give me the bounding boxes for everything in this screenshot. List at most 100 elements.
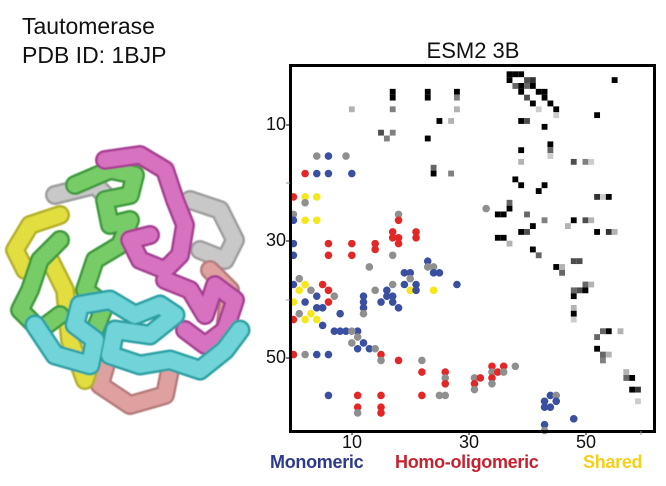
heatmap-cell <box>448 170 455 177</box>
heatmap-cell <box>535 106 542 113</box>
heatmap-cell <box>506 240 513 247</box>
contact-dot-monomeric <box>412 280 420 289</box>
contact-dot-shared <box>301 315 309 324</box>
contact-dot-monomeric <box>540 403 549 411</box>
contact-dot-monomeric <box>353 344 362 353</box>
heatmap-cell <box>547 100 554 107</box>
legend-monomeric: Monomeric <box>270 452 364 472</box>
heatmap-cell <box>570 217 577 224</box>
heatmap-cell <box>430 170 437 177</box>
contact-dot-monomeric <box>546 391 555 400</box>
heatmap-cell <box>518 147 525 154</box>
contact-dot-homo <box>418 368 426 376</box>
heatmap-cell <box>635 386 641 393</box>
contact-dot-homo <box>470 379 479 388</box>
heatmap-cell <box>600 357 606 364</box>
heatmap-cell <box>348 106 355 113</box>
contact-dot-monomeric <box>348 169 356 178</box>
contact-dot-monomeric <box>336 309 344 318</box>
heatmap-cell <box>383 135 390 142</box>
contact-dot-monomeric <box>435 269 444 277</box>
contact-dot-other <box>359 309 368 318</box>
contact-dot-shared <box>307 309 315 318</box>
contact-dot-monomeric <box>312 350 321 359</box>
contact-dot-other <box>423 263 432 271</box>
contact-dot-shared <box>312 315 321 324</box>
heatmap-cell <box>570 258 577 265</box>
contact-dot-homo <box>318 280 327 289</box>
contact-dot-monomeric <box>324 350 333 359</box>
contact-dot-homo <box>353 391 362 400</box>
contact-dot-other <box>371 344 379 353</box>
heatmap-cell <box>588 281 595 288</box>
x-tick-30: 30 <box>458 432 480 452</box>
contact-dot-other <box>342 152 350 160</box>
contact-dot-monomeric <box>359 292 368 300</box>
contact-dot-monomeric <box>301 298 309 306</box>
heatmap-cell <box>594 193 601 200</box>
heatmap-cell <box>506 205 513 212</box>
contact-dot-monomeric <box>546 403 555 411</box>
contact-dot-homo <box>324 286 333 295</box>
contact-dot-monomeric <box>318 321 327 330</box>
contact-dot-homo <box>301 169 309 178</box>
contact-dot-monomeric <box>423 257 432 265</box>
heatmap-cell <box>524 118 530 124</box>
x-tick-marks <box>351 431 642 435</box>
contact-dot-homo <box>494 368 502 376</box>
contact-dot-other <box>406 274 415 283</box>
heatmap-cell <box>553 106 560 113</box>
contact-dot-homo <box>394 216 403 225</box>
contact-dot-other <box>301 198 309 207</box>
contact-dot-monomeric <box>359 304 368 312</box>
heatmap-cell <box>524 211 530 218</box>
contact-dot-other <box>435 391 444 400</box>
heatmap-cell <box>518 88 525 95</box>
contact-dot-monomeric <box>400 280 409 289</box>
heatmap-cell <box>500 234 507 241</box>
contact-dot-homo <box>488 362 496 371</box>
contact-dot-homo <box>418 391 426 400</box>
heatmap-cell <box>553 112 560 119</box>
heatmap-cell <box>454 94 460 101</box>
heatmap-cell <box>512 176 519 183</box>
heatmap-cell <box>559 269 565 276</box>
heatmap-cell <box>424 88 431 95</box>
heatmap-cell <box>588 217 595 224</box>
heatmap-cell <box>611 229 618 235</box>
heatmap-cell <box>448 118 455 124</box>
contact-dot-other <box>295 274 304 283</box>
contact-dot-shared <box>429 286 438 295</box>
heatmap-cell <box>541 217 548 224</box>
contact-dot-other <box>353 333 362 341</box>
contact-dot-homo <box>412 233 420 242</box>
contact-dot-shared <box>406 286 415 295</box>
contact-dot-homo <box>371 245 379 254</box>
heatmap-cell <box>529 223 536 230</box>
heatmap-cell <box>617 328 624 335</box>
contact-dot-homo <box>394 239 403 248</box>
heatmap-cell <box>600 193 606 200</box>
contact-dot-monomeric <box>377 298 385 306</box>
contact-dot-homo <box>348 251 356 260</box>
heatmap-cell <box>500 211 507 218</box>
heatmap-cell <box>541 123 548 130</box>
heatmap-cell <box>524 94 530 101</box>
contact-dot-monomeric <box>388 292 397 300</box>
contact-dot-monomeric <box>330 327 339 336</box>
contact-dot-other <box>365 263 374 271</box>
contact-dot-homo <box>441 368 450 376</box>
heatmap-cell <box>594 229 601 235</box>
contact-dot-monomeric <box>383 292 391 300</box>
contact-dot-homo <box>394 233 403 242</box>
heatmap-cell <box>541 88 548 95</box>
heatmap-cell <box>605 328 612 335</box>
heatmap-cell <box>389 106 396 113</box>
x-tick-50: 50 <box>575 432 597 452</box>
contact-dot-other <box>470 385 479 394</box>
contact-dot-other <box>353 409 362 417</box>
heatmap-cell <box>594 112 601 119</box>
contact-dot-other <box>482 204 490 213</box>
heatmap-cell <box>378 129 384 136</box>
heatmap-cell <box>635 398 641 405</box>
